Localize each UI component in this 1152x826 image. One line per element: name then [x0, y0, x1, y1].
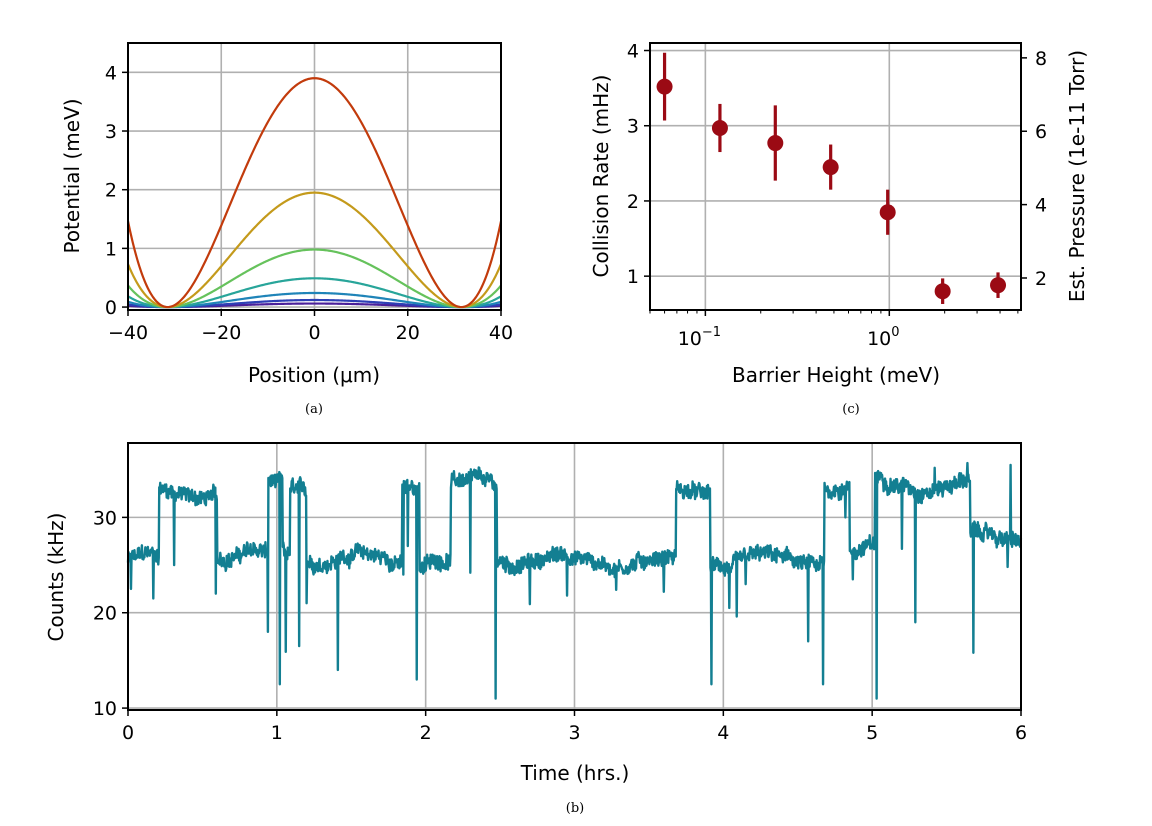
panel-c-y-right-tick-label: 6: [1035, 121, 1047, 143]
panel-b-y-tick-label: 20: [93, 603, 117, 625]
panel-b-y-tick-label: 10: [93, 698, 117, 720]
panel-a-y-tick-label: 1: [105, 238, 117, 260]
panel-c-data-point: [767, 135, 784, 152]
panel-c-data-point: [711, 119, 728, 136]
panel-b: 0 1 2 3 4 5 6 10 20 30 Time (hrs.) Counts (kHz) (…: [44, 442, 1027, 816]
panel-a-caption: (a): [305, 402, 323, 417]
panel-a-x-tick-label: 40: [489, 322, 513, 344]
panel-b-caption: (b): [566, 801, 584, 816]
panel-c-data-point: [990, 277, 1007, 294]
panel-c-data-point: [879, 204, 896, 221]
panel-c-ticks: 10−1 100 1 2 3 4 2 4 6 8: [627, 41, 1047, 350]
panel-a-y-tick-label: 0: [105, 297, 117, 319]
panel-c-y-tick-label: 4: [627, 41, 639, 63]
panel-a-curves: [128, 77, 501, 309]
panel-a-y-tick-label: 3: [105, 121, 117, 143]
panel-c-data-point: [656, 78, 673, 95]
panel-c-points: [656, 52, 1007, 304]
panel-b-counts-trace: [126, 461, 1023, 700]
panel-a-gridlines: [127, 43, 502, 310]
panel-c-x-tick-label: 100: [867, 325, 899, 350]
panel-b-trace: [126, 461, 1023, 700]
panel-a-potential-curve: [128, 277, 501, 309]
panel-a-potential-curve: [128, 77, 501, 309]
panel-c-data-point: [822, 159, 839, 176]
panel-c-gridlines: [650, 43, 1021, 310]
panel-b-frame: [127, 442, 1022, 711]
panel-c-y-tick-label: 3: [627, 116, 639, 138]
panel-b-x-tick-label: 1: [271, 722, 283, 744]
panel-b-ticks: 0 1 2 3 4 5 6 10 20 30: [93, 507, 1027, 744]
panel-c-x-tick-label: 10−1: [678, 325, 721, 350]
panel-c-y-tick-label: 2: [627, 191, 639, 213]
panel-a-xlabel: Position (μm): [248, 363, 380, 387]
panel-c-frame: [649, 42, 1022, 311]
panel-a-y-tick-label: 4: [105, 62, 117, 84]
panel-c-data-point: [934, 283, 951, 300]
panel-a-y-tick-label: 2: [105, 180, 117, 202]
panel-a-ticks: −40 −20 0 20 40 0 1 2 3 4: [105, 62, 513, 344]
panel-a-x-tick-label: 20: [396, 322, 420, 344]
panel-b-x-tick-label: 0: [122, 722, 134, 744]
panel-a-x-tick-label: −20: [201, 322, 241, 344]
panel-b-x-tick-label: 6: [1015, 722, 1027, 744]
panel-c-x-tick-exponent: 0: [891, 325, 899, 340]
panel-c-y-right-tick-label: 8: [1035, 48, 1047, 70]
panel-a-ylabel: Potential (meV): [60, 98, 84, 253]
panel-a-potential-curve: [128, 291, 501, 309]
panel-c-y-right-tick-label: 2: [1035, 268, 1047, 290]
panel-c-y-tick-label: 1: [627, 266, 639, 288]
panel-c-ylabel-right: Est. Pressure (1e-11 Torr): [1065, 50, 1089, 302]
panel-c-caption: (c): [842, 402, 859, 417]
panel-b-y-tick-label: 30: [93, 507, 117, 529]
panel-b-xlabel: Time (hrs.): [520, 761, 630, 785]
panel-a-potential-curve: [128, 191, 501, 309]
panel-b-ylabel: Counts (kHz): [44, 513, 68, 642]
panel-a-x-tick-label: −40: [108, 322, 148, 344]
panel-b-x-tick-label: 4: [717, 722, 729, 744]
panel-b-x-tick-label: 3: [568, 722, 580, 744]
panel-c-xlabel: Barrier Height (meV): [732, 363, 940, 387]
panel-b-x-tick-label: 5: [866, 722, 878, 744]
panel-c-y-right-tick-label: 4: [1035, 195, 1047, 217]
panel-a-frame: [127, 42, 502, 311]
panel-c-ylabel: Collision Rate (mHz): [589, 75, 613, 278]
panel-c-x-tick-exponent: −1: [702, 325, 721, 340]
panel-b-x-tick-label: 2: [420, 722, 432, 744]
panel-c: 10−1 100 1 2 3 4 2 4 6 8 Barrier Height (meV) Col…: [589, 41, 1089, 417]
panel-a: −40 −20 0 20 40 0 1 2 3 4 Position (μm) Potential…: [60, 42, 513, 417]
panel-a-x-tick-label: 0: [308, 322, 320, 344]
panel-a-potential-curve: [128, 248, 501, 309]
